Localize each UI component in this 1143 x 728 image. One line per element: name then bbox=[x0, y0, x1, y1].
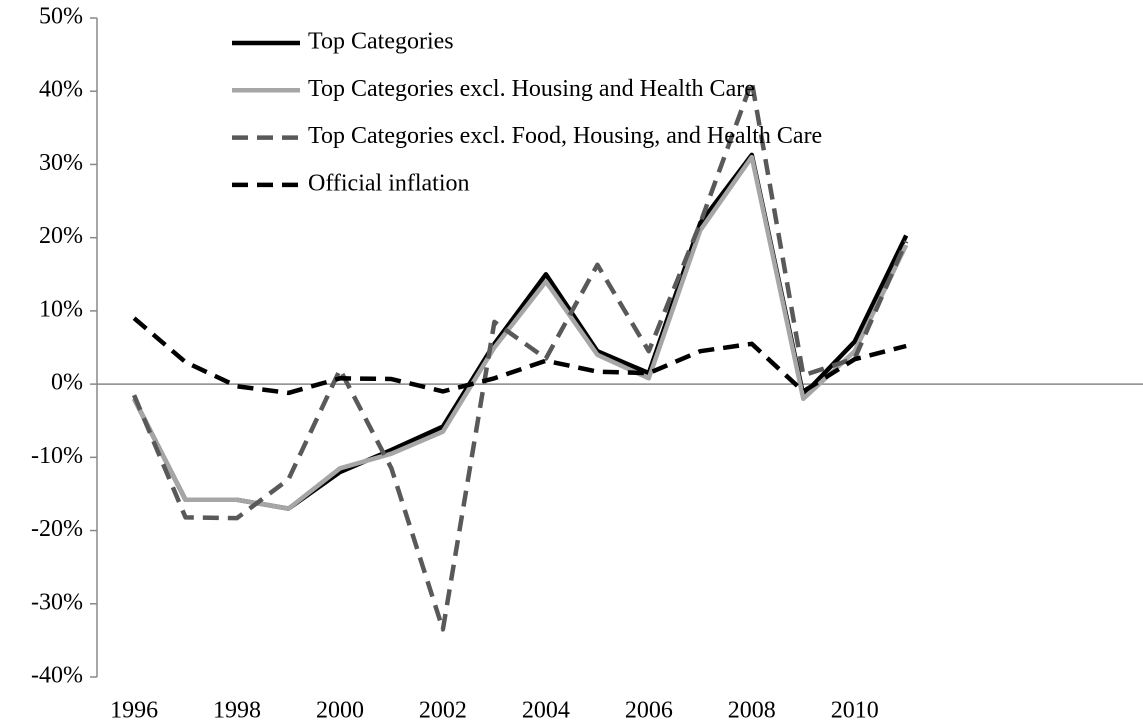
x-tick-label: 2002 bbox=[419, 698, 467, 724]
legend-label: Top Categories excl. Food, Housing, and … bbox=[308, 123, 822, 149]
x-tick-label: 1998 bbox=[213, 698, 261, 724]
x-tick-label: 2010 bbox=[831, 698, 879, 724]
legend-label: Official inflation bbox=[308, 170, 470, 196]
legend-label: Top Categories bbox=[308, 29, 454, 55]
y-tick-label: -10% bbox=[31, 443, 83, 469]
series-line bbox=[132, 154, 909, 511]
y-tick-label: -20% bbox=[31, 516, 83, 542]
y-tick-label: 50% bbox=[39, 4, 83, 30]
y-tick-label: 30% bbox=[39, 150, 83, 176]
series-line bbox=[132, 79, 909, 632]
y-tick-label: -40% bbox=[31, 663, 83, 689]
series-line bbox=[132, 316, 907, 396]
y-tick-label: 0% bbox=[51, 370, 83, 396]
x-tick-label: 2008 bbox=[728, 698, 776, 724]
y-tick-label: 10% bbox=[39, 296, 83, 322]
y-tick-label: 20% bbox=[39, 223, 83, 249]
y-tick-label: -30% bbox=[31, 589, 83, 615]
y-tick-label: 40% bbox=[39, 77, 83, 103]
x-tick-label: 2006 bbox=[625, 698, 673, 724]
x-tick-label: 1996 bbox=[110, 698, 158, 724]
x-tick-label: 2004 bbox=[522, 698, 570, 724]
x-tick-label: 2000 bbox=[316, 698, 364, 724]
legend-label: Top Categories excl. Housing and Health … bbox=[308, 76, 755, 102]
